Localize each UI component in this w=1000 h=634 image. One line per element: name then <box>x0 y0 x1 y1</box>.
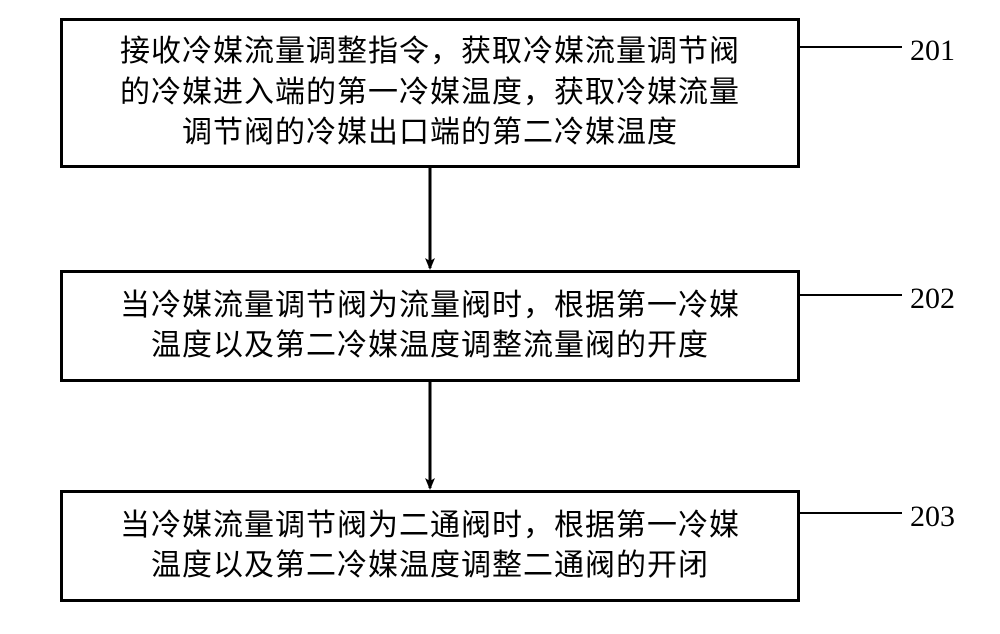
flow-node-203: 当冷媒流量调节阀为二通阀时，根据第一冷媒 温度以及第二冷媒温度调整二通阀的开闭 <box>60 490 800 602</box>
flow-node-203-text: 当冷媒流量调节阀为二通阀时，根据第一冷媒 温度以及第二冷媒温度调整二通阀的开闭 <box>120 506 740 587</box>
flow-node-201: 接收冷媒流量调整指令，获取冷媒流量调节阀 的冷媒进入端的第一冷媒温度，获取冷媒流… <box>60 18 800 168</box>
flow-node-202: 当冷媒流量调节阀为流量阀时，根据第一冷媒 温度以及第二冷媒温度调整流量阀的开度 <box>60 270 800 382</box>
flow-label-202: 202 <box>910 282 955 316</box>
flow-node-202-text: 当冷媒流量调节阀为流量阀时，根据第一冷媒 温度以及第二冷媒温度调整流量阀的开度 <box>120 286 740 367</box>
flow-label-201: 201 <box>910 34 955 68</box>
flowchart-canvas: 接收冷媒流量调整指令，获取冷媒流量调节阀 的冷媒进入端的第一冷媒温度，获取冷媒流… <box>0 0 1000 634</box>
flow-label-203: 203 <box>910 500 955 534</box>
flow-node-201-text: 接收冷媒流量调整指令，获取冷媒流量调节阀 的冷媒进入端的第一冷媒温度，获取冷媒流… <box>120 32 740 154</box>
